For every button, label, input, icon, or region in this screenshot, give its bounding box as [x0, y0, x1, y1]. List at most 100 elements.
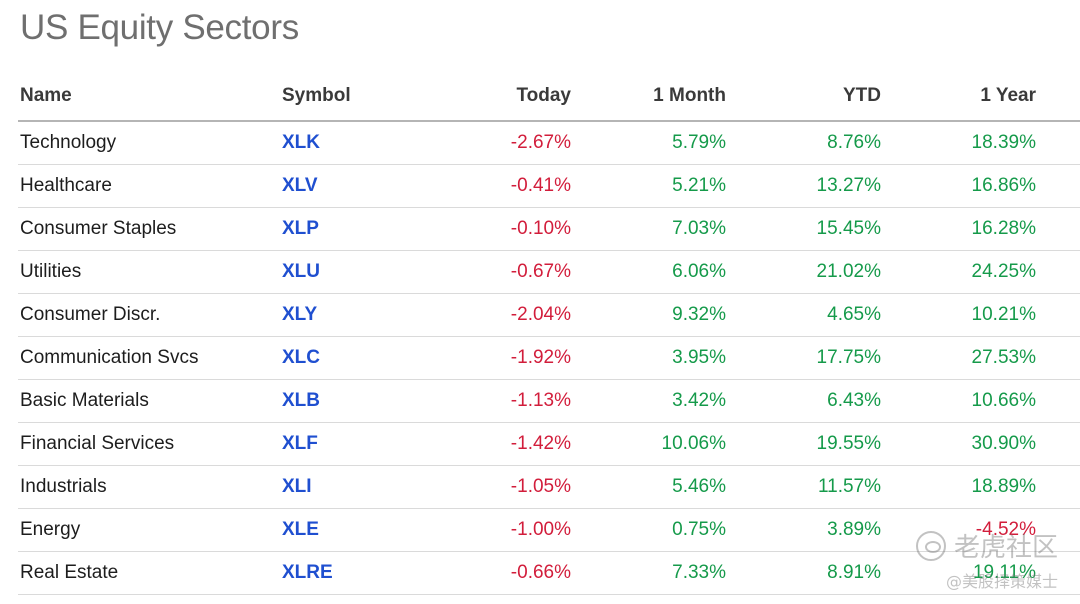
- ytd-change: 3.89%: [728, 508, 883, 552]
- today-change: -0.66%: [425, 551, 573, 595]
- today-change: -1.00%: [425, 508, 573, 552]
- column-header-1-year[interactable]: 1 Year: [883, 72, 1038, 122]
- ytd-change: 17.75%: [728, 336, 883, 380]
- one-year-change: 19.11%: [883, 551, 1038, 595]
- one-month-change: 9.32%: [573, 293, 728, 337]
- today-change: -0.67%: [425, 250, 573, 294]
- sector-name: Real Estate: [18, 551, 280, 595]
- one-year-change: 16.86%: [883, 164, 1038, 208]
- table-row[interactable]: Utilities XLU -0.67% 6.06% 21.02% 24.25%: [18, 250, 1080, 294]
- sector-name: Basic Materials: [18, 379, 280, 423]
- today-change: -2.67%: [425, 121, 573, 165]
- row-spacer: [1038, 293, 1080, 337]
- sectors-table: Name Symbol Today 1 Month YTD 1 Year Tec…: [18, 72, 1080, 595]
- sector-name: Energy: [18, 508, 280, 552]
- sector-name: Financial Services: [18, 422, 280, 466]
- symbol-link[interactable]: XLI: [280, 465, 425, 509]
- symbol-link[interactable]: XLY: [280, 293, 425, 337]
- table-header: Name Symbol Today 1 Month YTD 1 Year: [18, 72, 1080, 122]
- header-spacer: [1038, 72, 1080, 122]
- one-month-change: 0.75%: [573, 508, 728, 552]
- one-year-change: 16.28%: [883, 207, 1038, 251]
- one-year-change: 27.53%: [883, 336, 1038, 380]
- today-change: -1.42%: [425, 422, 573, 466]
- watermark-text-1: 老虎社区: [953, 533, 1058, 563]
- symbol-link[interactable]: XLU: [280, 250, 425, 294]
- page-title: US Equity Sectors: [20, 8, 299, 47]
- table-row[interactable]: Financial Services XLF -1.42% 10.06% 19.55% 3…: [18, 422, 1080, 466]
- column-header-ytd[interactable]: YTD: [728, 72, 883, 122]
- sector-name: Healthcare: [18, 164, 280, 208]
- row-spacer: [1038, 164, 1080, 208]
- one-month-change: 7.03%: [573, 207, 728, 251]
- one-year-change: -4.52%: [883, 508, 1038, 552]
- ytd-change: 11.57%: [728, 465, 883, 509]
- table-row[interactable]: Technology XLK -2.67% 5.79% 8.76% 18.39%: [18, 121, 1080, 165]
- row-spacer: [1038, 551, 1080, 595]
- row-spacer: [1038, 422, 1080, 466]
- column-header-symbol[interactable]: Symbol: [280, 72, 425, 122]
- one-month-change: 5.46%: [573, 465, 728, 509]
- table-row[interactable]: Healthcare XLV -0.41% 5.21% 13.27% 16.86%: [18, 164, 1080, 208]
- tiger-logo-icon: [915, 530, 946, 561]
- today-change: -2.04%: [425, 293, 573, 337]
- column-header-today[interactable]: Today: [425, 72, 573, 122]
- symbol-link[interactable]: XLRE: [280, 551, 425, 595]
- ytd-change: 4.65%: [728, 293, 883, 337]
- ytd-change: 19.55%: [728, 422, 883, 466]
- table-row[interactable]: Industrials XLI -1.05% 5.46% 11.57% 18.89%: [18, 465, 1080, 509]
- table-row[interactable]: Energy XLE -1.00% 0.75% 3.89% -4.52%: [18, 508, 1080, 552]
- one-year-change: 10.21%: [883, 293, 1038, 337]
- sector-name: Utilities: [18, 250, 280, 294]
- watermark-text-2: @美股择策媒士: [945, 572, 1058, 591]
- today-change: -1.92%: [425, 336, 573, 380]
- watermark: 老虎社区 @美股择策媒士: [915, 527, 1058, 592]
- row-spacer: [1038, 336, 1080, 380]
- row-spacer: [1038, 508, 1080, 552]
- one-month-change: 6.06%: [573, 250, 728, 294]
- one-month-change: 10.06%: [573, 422, 728, 466]
- one-month-change: 3.42%: [573, 379, 728, 423]
- one-year-change: 10.66%: [883, 379, 1038, 423]
- row-spacer: [1038, 250, 1080, 294]
- one-year-change: 18.39%: [883, 121, 1038, 165]
- today-change: -0.10%: [425, 207, 573, 251]
- symbol-link[interactable]: XLP: [280, 207, 425, 251]
- today-change: -1.05%: [425, 465, 573, 509]
- symbol-link[interactable]: XLF: [280, 422, 425, 466]
- one-month-change: 5.21%: [573, 164, 728, 208]
- symbol-link[interactable]: XLK: [280, 121, 425, 165]
- ytd-change: 8.76%: [728, 121, 883, 165]
- table-body: Technology XLK -2.67% 5.79% 8.76% 18.39% Healt…: [18, 121, 1080, 595]
- one-year-change: 18.89%: [883, 465, 1038, 509]
- table-row[interactable]: Consumer Staples XLP -0.10% 7.03% 15.45% 16.2…: [18, 207, 1080, 251]
- table-row[interactable]: Consumer Discr. XLY -2.04% 9.32% 4.65% 10.21%: [18, 293, 1080, 337]
- ytd-change: 6.43%: [728, 379, 883, 423]
- header-row: Name Symbol Today 1 Month YTD 1 Year: [18, 72, 1080, 122]
- table-row[interactable]: Basic Materials XLB -1.13% 3.42% 6.43% 10.66%: [18, 379, 1080, 423]
- one-year-change: 24.25%: [883, 250, 1038, 294]
- ytd-change: 15.45%: [728, 207, 883, 251]
- ytd-change: 13.27%: [728, 164, 883, 208]
- ytd-change: 8.91%: [728, 551, 883, 595]
- watermark-line-1: 老虎社区: [915, 527, 1058, 564]
- sector-name: Consumer Discr.: [18, 293, 280, 337]
- sector-name: Industrials: [18, 465, 280, 509]
- sector-name: Communication Svcs: [18, 336, 280, 380]
- row-spacer: [1038, 465, 1080, 509]
- sector-name: Consumer Staples: [18, 207, 280, 251]
- today-change: -1.13%: [425, 379, 573, 423]
- one-month-change: 5.79%: [573, 121, 728, 165]
- one-month-change: 7.33%: [573, 551, 728, 595]
- symbol-link[interactable]: XLE: [280, 508, 425, 552]
- row-spacer: [1038, 207, 1080, 251]
- ytd-change: 21.02%: [728, 250, 883, 294]
- symbol-link[interactable]: XLC: [280, 336, 425, 380]
- symbol-link[interactable]: XLB: [280, 379, 425, 423]
- table-row[interactable]: Communication Svcs XLC -1.92% 3.95% 17.75% 27…: [18, 336, 1080, 380]
- table-row[interactable]: Real Estate XLRE -0.66% 7.33% 8.91% 19.11%: [18, 551, 1080, 595]
- column-header-1-month[interactable]: 1 Month: [573, 72, 728, 122]
- column-header-name[interactable]: Name: [18, 72, 280, 122]
- today-change: -0.41%: [425, 164, 573, 208]
- symbol-link[interactable]: XLV: [280, 164, 425, 208]
